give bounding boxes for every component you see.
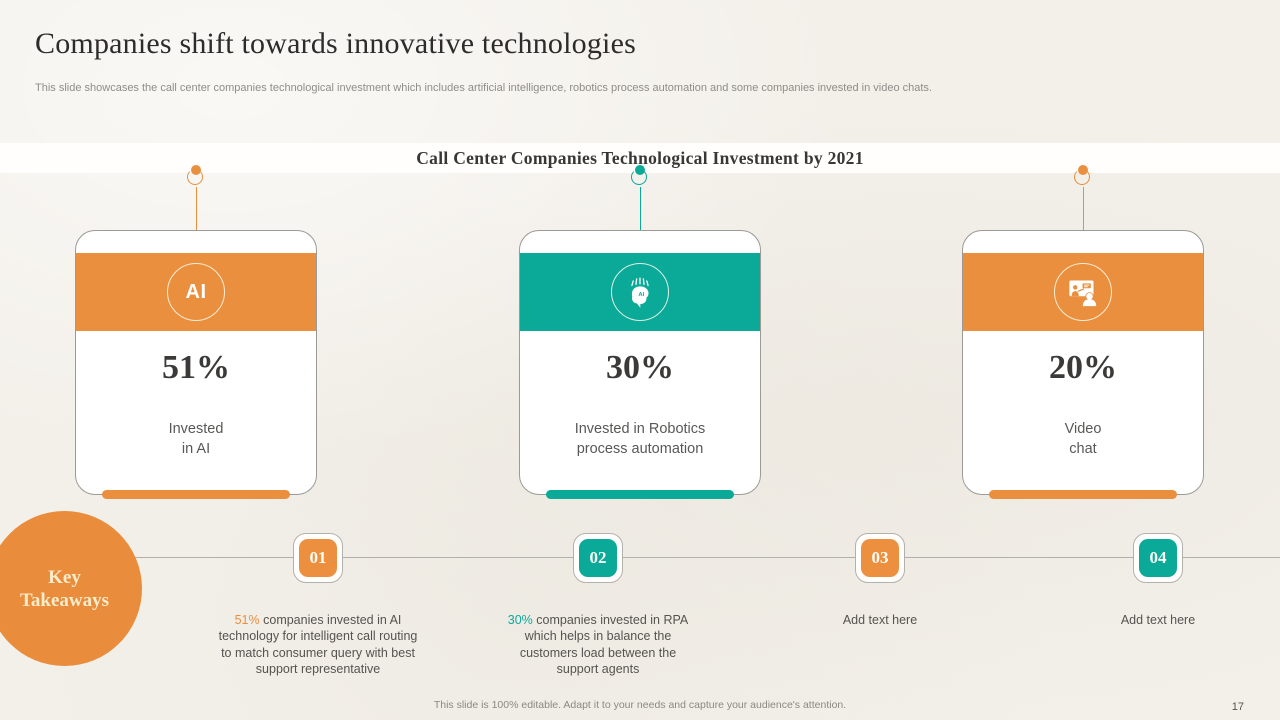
key-takeaways-heading: Key Takeaways [19,566,110,611]
brain-icon: AI [631,277,649,308]
stat-label: Video chat [1064,421,1102,457]
stat-card-ai: AI 51% Invested in AI [75,230,317,499]
takeaway-body: Add text here [842,612,918,627]
pin-ring [631,169,647,185]
card-accent-bar [989,490,1177,499]
stat-value: 20% [1049,349,1117,386]
timeline-badge-02: 02 [573,533,623,583]
card-accent-bar [546,490,734,499]
pin-stem [639,187,641,230]
timeline-badge-01: 01 [293,533,343,583]
card-header-band: AI [76,253,316,331]
timeline-badge-03: 03 [855,533,905,583]
badge-inner: 01 [299,539,337,577]
takeaway-text-3: Add text here [800,595,960,628]
icon-circle [1054,263,1112,321]
stat-label: Invested in Robotics process automation [574,421,706,457]
badge-inner: 03 [861,539,899,577]
stat-card-video-chat: 20% Video chat [962,230,1204,499]
key-takeaways-circle: Key Takeaways [0,511,142,666]
takeaway-body: companies invested in RPA which helps in… [519,612,689,677]
takeaway-text-2: 30% companies invested in RPA which help… [478,595,718,678]
stat-label: Invested in AI [168,421,224,457]
card-header-band [963,253,1203,331]
pin-ring [187,169,203,185]
takeaway-highlight: 51% [234,612,260,627]
section-title: Call Center Companies Technological Inve… [416,147,864,168]
takeaway-text-1: 51% companies invested in AI technology … [188,595,448,678]
pin-ring [1074,169,1090,185]
takeaway-text-4: Add text here [1078,595,1238,628]
timeline-line [132,557,1280,558]
card-header-band: AI [520,253,760,331]
badge-number: 01 [309,548,327,567]
video-chat-icon [1069,280,1097,307]
stat-card-rpa: AI 30% Invested in Robotics process auto… [519,230,761,499]
pin-dot [635,165,645,175]
pin-stem [195,187,197,230]
badge-inner: 04 [1139,539,1177,577]
timeline-badge-04: 04 [1133,533,1183,583]
pin-stem [1082,187,1084,230]
page-number: 17 [1231,701,1244,713]
badge-number: 04 [1149,548,1167,567]
page-title: Companies shift towards innovative techn… [35,27,636,60]
pin-dot [1078,165,1088,175]
stat-value: 51% [162,349,230,386]
takeaway-body: companies invested in AI technology for … [218,612,418,677]
badge-number: 02 [589,548,607,567]
takeaway-highlight: 30% [507,612,533,627]
takeaway-body: Add text here [1120,612,1196,627]
pin-dot [191,165,201,175]
footer-note: This slide is 100% editable. Adapt it to… [433,699,847,711]
card-accent-bar [102,490,290,499]
icon-circle: AI [611,263,669,321]
badge-inner: 02 [579,539,617,577]
page-subtitle: This slide showcases the call center com… [35,82,932,94]
badge-number: 03 [871,548,889,567]
stat-value: 30% [606,349,674,386]
icon-circle: AI [167,263,225,321]
svg-text:AI: AI [638,292,644,298]
ai-icon: AI [185,280,207,303]
